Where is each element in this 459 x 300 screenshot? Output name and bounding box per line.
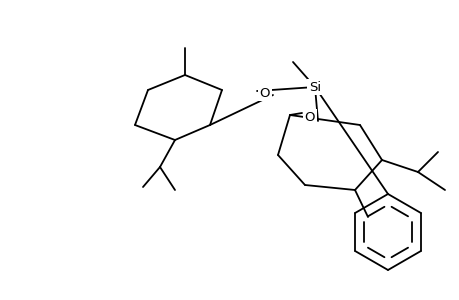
Text: Si: Si (308, 80, 320, 94)
Text: O: O (304, 110, 314, 124)
Text: O: O (259, 86, 270, 100)
